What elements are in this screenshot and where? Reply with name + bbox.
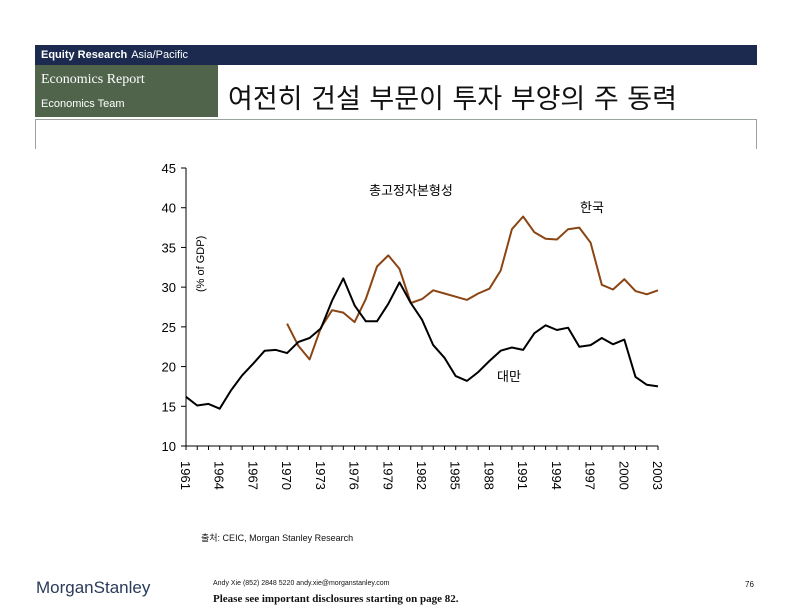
label-taiwan: 대만 bbox=[497, 370, 521, 385]
right-border bbox=[756, 119, 757, 149]
logo-part-stanley: Stanley bbox=[93, 578, 151, 597]
disclosure-link[interactable]: Please see important disclosures startin… bbox=[213, 593, 459, 605]
left-border bbox=[35, 119, 36, 149]
x-tick-label: 1973 bbox=[313, 461, 328, 490]
header-bar: Equity Research Asia/Pacific bbox=[35, 45, 757, 65]
x-tick-label: 2000 bbox=[616, 461, 631, 490]
y-tick-label: 10 bbox=[162, 439, 176, 454]
x-tick-label: 1985 bbox=[448, 461, 463, 490]
y-tick-label: 20 bbox=[162, 360, 176, 375]
y-tick-label: 40 bbox=[162, 201, 176, 216]
x-tick-label: 1967 bbox=[245, 461, 260, 490]
team-name: Economics Team bbox=[41, 98, 125, 110]
y-tick-label: 25 bbox=[162, 320, 176, 335]
x-tick-label: 1982 bbox=[414, 461, 429, 490]
x-tick-label: 1961 bbox=[178, 461, 193, 490]
y-tick-label: 15 bbox=[162, 399, 176, 414]
region-label: Asia/Pacific bbox=[131, 49, 189, 61]
title-box: 여전히 건설 부문이 투자 부양의 주 동력 bbox=[220, 67, 757, 117]
report-type: Economics Report bbox=[41, 72, 145, 87]
header-divider bbox=[35, 119, 757, 120]
y-tick-label: 30 bbox=[162, 280, 176, 295]
x-tick-label: 1964 bbox=[212, 461, 227, 490]
equity-research-label: Equity Research bbox=[41, 49, 128, 61]
label-korea: 한국 bbox=[580, 201, 604, 216]
page-number: 76 bbox=[745, 580, 754, 589]
y-axis-label: (% of GDP) bbox=[195, 236, 207, 292]
chart-title: 총고정자본형성 bbox=[369, 184, 453, 199]
source-note: 출처: CEIC, Morgan Stanley Research bbox=[201, 533, 354, 543]
x-tick-label: 1997 bbox=[583, 461, 598, 490]
x-tick-label: 1988 bbox=[481, 461, 496, 490]
y-tick-label: 35 bbox=[162, 240, 176, 255]
series-line-taiwan bbox=[185, 277, 659, 410]
x-tick-label: 1976 bbox=[347, 461, 362, 490]
x-tick-label: 2003 bbox=[650, 461, 665, 490]
analyst-contact: Andy Xie (852) 2848 5220 andy.xie@morgan… bbox=[213, 580, 390, 587]
report-block: Economics Report Economics Team bbox=[35, 65, 218, 117]
x-tick-label: 1970 bbox=[279, 461, 294, 490]
x-tick-label: 1979 bbox=[380, 461, 395, 490]
page-title: 여전히 건설 부문이 투자 부양의 주 동력 bbox=[228, 84, 677, 115]
x-tick-label: 1991 bbox=[515, 461, 530, 490]
series-line-korea bbox=[286, 215, 659, 361]
y-tick-label: 45 bbox=[162, 161, 176, 176]
morgan-stanley-logo: MorganStanley bbox=[36, 578, 150, 598]
logo-part-morgan: Morgan bbox=[36, 578, 94, 597]
x-tick-label: 1994 bbox=[549, 461, 564, 490]
